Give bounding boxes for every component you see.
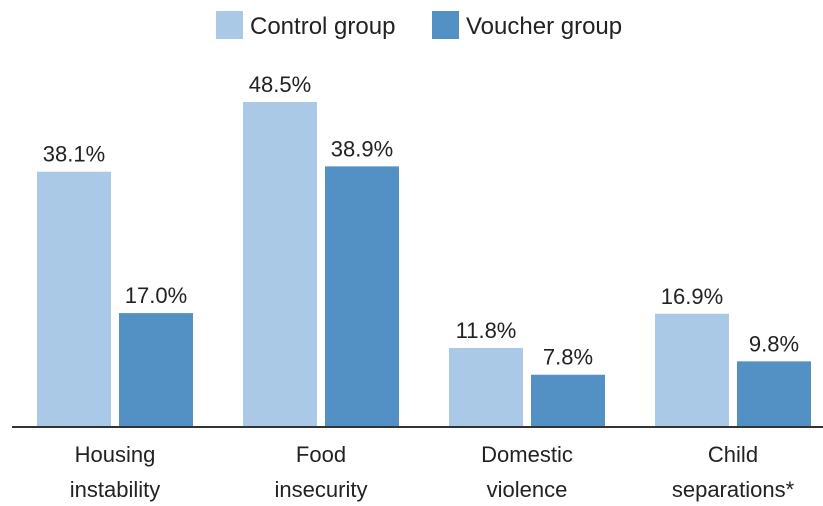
category-label-3-line-2: violence — [487, 477, 568, 502]
value-label-voucher-4: 9.8% — [749, 331, 799, 356]
category-labels: Housing instability Food insecurity Domestic… — [70, 442, 795, 502]
bar-voucher-2 — [325, 166, 399, 427]
bar-control-3 — [449, 347, 523, 427]
bar-control-2 — [243, 102, 317, 428]
bar-voucher-1 — [119, 313, 193, 427]
legend-swatch-1 — [216, 11, 243, 39]
legend-label-1: Control group — [250, 13, 395, 40]
value-label-voucher-1: 17.0% — [125, 283, 187, 308]
category-label-2-line-1: Food — [296, 442, 346, 467]
value-label-voucher-2: 38.9% — [331, 136, 393, 161]
category-label-4-line-1: Child — [708, 442, 758, 467]
legend-swatch-2 — [432, 11, 459, 39]
category-label-1-line-2: instability — [70, 477, 160, 502]
legend: Control group Voucher group — [216, 11, 622, 40]
value-label-control-3: 11.8% — [456, 318, 517, 343]
bar-voucher-3 — [531, 374, 605, 427]
bar-voucher-4 — [737, 361, 811, 427]
bar-control-1 — [37, 171, 111, 427]
value-labels: 38.1% 48.5% 11.8% 16.9% 17.0% 38.9% 7.8% 9.8% — [43, 72, 799, 370]
legend-label-2: Voucher group — [466, 13, 622, 40]
category-label-4-line-2: separations* — [672, 477, 795, 502]
category-label-1-line-1: Housing — [75, 442, 156, 467]
value-label-control-2: 48.5% — [249, 72, 311, 97]
category-label-2-line-2: insecurity — [275, 477, 368, 502]
bar-control-4 — [655, 313, 729, 427]
value-label-voucher-3: 7.8% — [543, 345, 593, 370]
value-label-control-4: 16.9% — [661, 284, 723, 309]
bars — [37, 102, 811, 428]
category-label-3-line-1: Domestic — [481, 442, 573, 467]
value-label-control-1: 38.1% — [43, 142, 105, 167]
